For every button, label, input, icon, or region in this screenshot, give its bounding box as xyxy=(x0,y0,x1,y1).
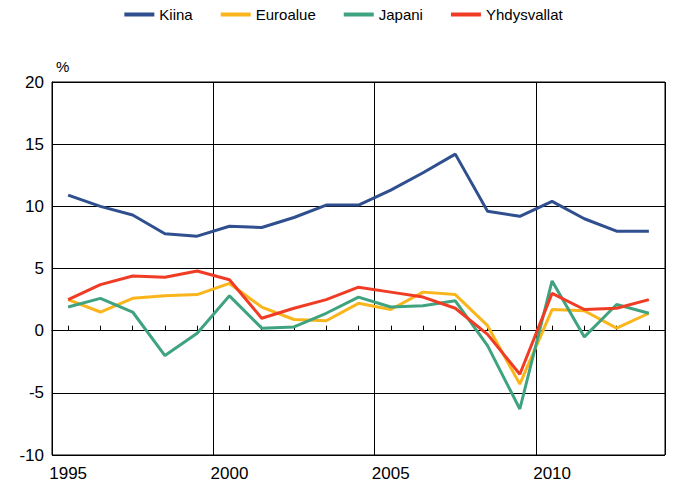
svg-text:0: 0 xyxy=(35,321,44,340)
svg-text:Japani: Japani xyxy=(379,6,423,23)
svg-text:1995: 1995 xyxy=(49,464,87,483)
svg-text:Euroalue: Euroalue xyxy=(256,6,316,23)
svg-text:2010: 2010 xyxy=(533,464,571,483)
svg-text:%: % xyxy=(56,58,69,75)
svg-text:10: 10 xyxy=(25,197,44,216)
svg-text:15: 15 xyxy=(25,135,44,154)
svg-text:2005: 2005 xyxy=(372,464,410,483)
svg-text:2000: 2000 xyxy=(211,464,249,483)
svg-text:-5: -5 xyxy=(29,383,44,402)
svg-text:Kiina: Kiina xyxy=(159,6,193,23)
svg-text:-10: -10 xyxy=(19,446,44,465)
svg-text:20: 20 xyxy=(25,73,44,92)
svg-text:5: 5 xyxy=(35,259,44,278)
svg-text:Yhdysvallat: Yhdysvallat xyxy=(486,6,564,23)
